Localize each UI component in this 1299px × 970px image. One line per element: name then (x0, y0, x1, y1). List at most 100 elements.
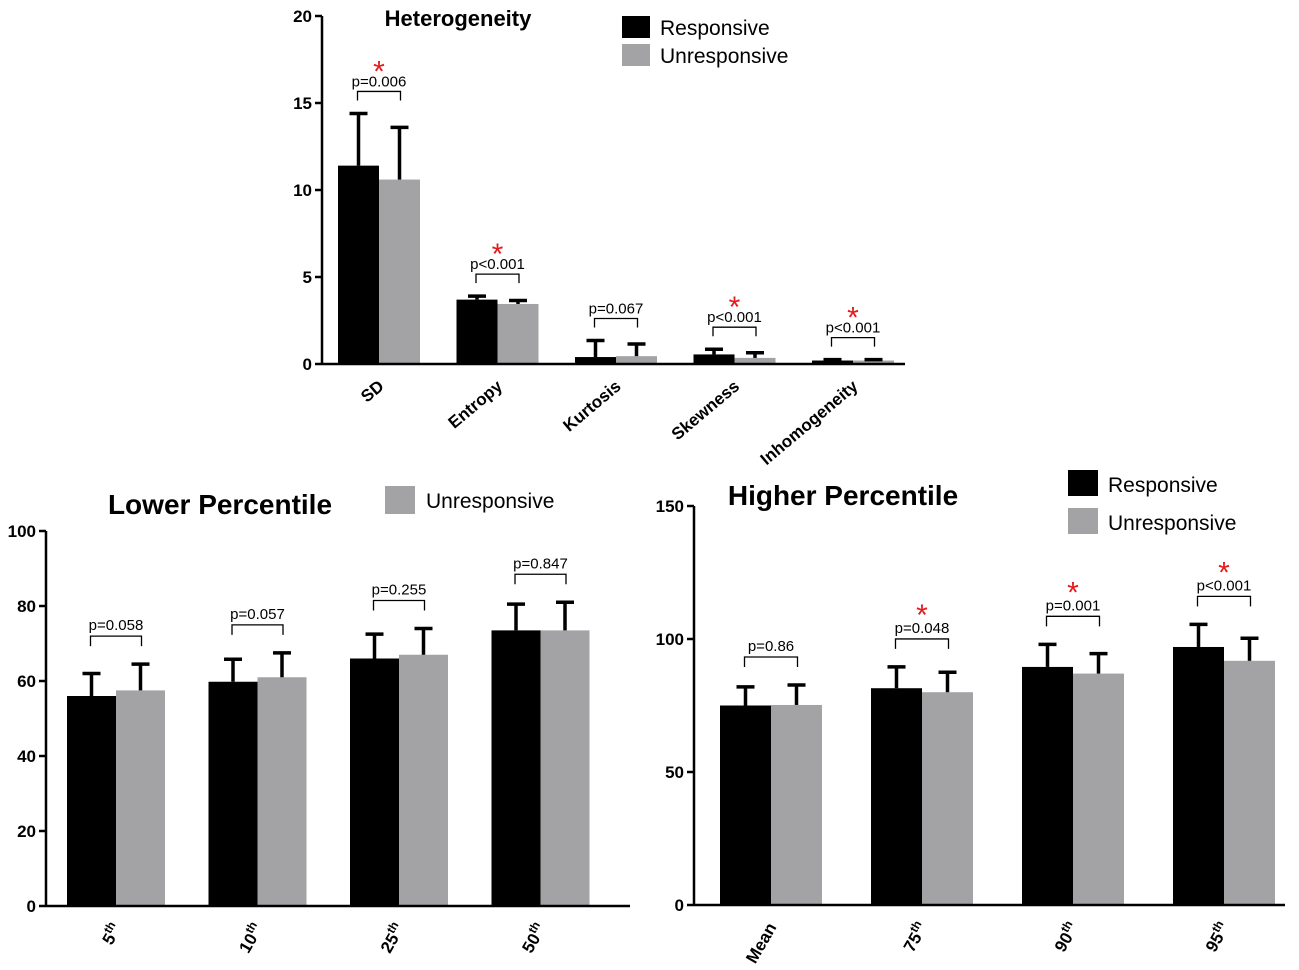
higher-significance-star: * (916, 599, 928, 632)
heterogeneity-pvalue-label: p<0.001 (826, 320, 881, 337)
lower-significance-bracket (89, 635, 143, 647)
heterogeneity-xtick-label: Inhomogeneity (757, 376, 862, 469)
lower-ytick-label: 0 (27, 897, 36, 916)
heterogeneity-xtick-label: Skewness (668, 377, 743, 444)
higher-xtick-superscript: th (1058, 918, 1076, 935)
higher-ytick-label: 0 (675, 896, 684, 915)
lower-ytick-label: 80 (17, 597, 36, 616)
lower-percentile-panel: Lower Percentile Unresponsive 0 20 40 60 80 1… (8, 486, 630, 956)
heterogeneity-ytick-label: 15 (293, 94, 312, 113)
lower-percentile-title: Lower Percentile (108, 489, 332, 520)
heterogeneity-significance-bracket (830, 337, 876, 347)
heterogeneity-title: Heterogeneity (385, 6, 532, 31)
lower-pvalue-label: p=0.058 (89, 617, 144, 634)
heterogeneity-pvalue-label: p<0.001 (707, 309, 762, 326)
lower-ytick-label: 20 (17, 822, 36, 841)
lower-ytick-label: 100 (8, 522, 36, 541)
lower-pvalue-label: p=0.255 (372, 582, 427, 599)
lower-ytick-label: 60 (17, 672, 36, 691)
lower-xtick-label: 25th (374, 919, 408, 956)
lower-significance-bracket (514, 573, 567, 585)
higher-bar-responsive (1022, 666, 1073, 905)
lower-xtick-superscript: th (242, 919, 260, 936)
higher-ytick-label: 50 (665, 763, 684, 782)
heterogeneity-significance-star: * (729, 291, 741, 324)
heterogeneity-xtick-label: SD (357, 377, 387, 407)
heterogeneity-bar-responsive (456, 299, 498, 364)
lower-xtick-superscript: th (525, 919, 543, 936)
higher-bar-responsive (720, 705, 771, 905)
legend-label-unresponsive-higher: Unresponsive (1108, 512, 1236, 535)
lower-bar-responsive (350, 658, 399, 906)
lower-ytick-label: 40 (17, 747, 36, 766)
lower-xtick-label: 10th (233, 919, 267, 956)
heterogeneity-bar-unresponsive (853, 360, 894, 364)
heterogeneity-bar-responsive (338, 165, 379, 364)
lower-xtick-superscript: th (101, 919, 119, 936)
higher-bar-responsive (871, 688, 922, 905)
legend-swatch-responsive-higher (1068, 470, 1098, 496)
higher-percentile-title: Higher Percentile (728, 480, 958, 511)
heterogeneity-significance-bracket (593, 317, 639, 328)
higher-significance-bracket (1196, 595, 1252, 607)
heterogeneity-significance-star: * (492, 238, 504, 271)
heterogeneity-pvalue-label: p=0.006 (352, 73, 407, 90)
lower-xtick-label: 50th (516, 919, 550, 956)
higher-significance-bracket (894, 638, 950, 649)
higher-pvalue-label: p=0.001 (1046, 597, 1101, 614)
heterogeneity-ytick-label: 20 (293, 7, 312, 26)
higher-xtick-label: 90th (1048, 918, 1082, 955)
heterogeneity-ytick-label: 0 (303, 355, 312, 374)
legend-swatch-unresponsive (622, 44, 650, 66)
lower-bar-unresponsive (540, 630, 590, 906)
heterogeneity-bar-responsive (575, 357, 616, 364)
heterogeneity-significance-star: * (847, 302, 859, 335)
heterogeneity-bar-unresponsive (379, 179, 420, 364)
higher-percentile-panel: Higher Percentile Responsive Unresponsiv… (656, 470, 1285, 967)
legend-swatch-unresponsive-higher (1068, 508, 1098, 534)
higher-xtick-label: Mean (742, 920, 780, 967)
heterogeneity-xtick-label: Kurtosis (560, 377, 625, 436)
lower-bar-responsive (491, 630, 541, 906)
heterogeneity-ytick-label: 5 (303, 268, 312, 287)
lower-bar-responsive (67, 696, 116, 906)
higher-significance-bracket (1045, 615, 1101, 627)
lower-xtick-superscript: th (384, 919, 402, 936)
heterogeneity-significance-bracket (712, 326, 757, 337)
legend-label-unresponsive-lower: Unresponsive (426, 490, 554, 513)
higher-pvalue-label: p<0.001 (1197, 577, 1252, 594)
higher-bar-unresponsive (922, 692, 973, 905)
heterogeneity-panel: Heterogeneity Responsive Unresponsive 0 5… (293, 6, 905, 469)
legend-swatch-unresponsive-lower (385, 486, 415, 514)
lower-bar-unresponsive (116, 690, 165, 906)
higher-xtick-superscript: th (1209, 918, 1227, 935)
higher-ytick-label: 100 (656, 630, 684, 649)
higher-xtick-label: 75th (897, 918, 931, 955)
higher-xtick-superscript: th (907, 918, 925, 935)
legend-label-unresponsive: Unresponsive (660, 45, 788, 68)
lower-xtick-label: 5th (96, 919, 125, 948)
heterogeneity-significance-bracket (475, 273, 520, 284)
heterogeneity-xtick-label: Entropy (445, 376, 507, 432)
heterogeneity-bar-unresponsive (616, 356, 657, 364)
heterogeneity-ytick-label: 10 (293, 181, 312, 200)
higher-xtick-label: 95th (1199, 918, 1233, 955)
higher-significance-star: * (1067, 576, 1079, 609)
legend-swatch-responsive (622, 16, 650, 38)
lower-bar-unresponsive (257, 677, 307, 906)
higher-bar-responsive (1173, 646, 1224, 905)
lower-pvalue-label: p=0.847 (513, 555, 568, 572)
higher-ytick-label: 150 (656, 497, 684, 516)
heterogeneity-significance-bracket (356, 90, 402, 101)
higher-significance-bracket (743, 656, 799, 668)
higher-pvalue-label: p=0.86 (748, 638, 794, 655)
higher-bar-unresponsive (771, 704, 822, 905)
lower-significance-bracket (231, 624, 284, 635)
higher-bar-unresponsive (1224, 660, 1275, 905)
lower-significance-bracket (372, 599, 426, 611)
higher-significance-star: * (1218, 556, 1230, 589)
heterogeneity-pvalue-label: p=0.067 (589, 301, 644, 318)
higher-bar-unresponsive (1073, 673, 1124, 905)
heterogeneity-pvalue-label: p<0.001 (470, 256, 525, 273)
